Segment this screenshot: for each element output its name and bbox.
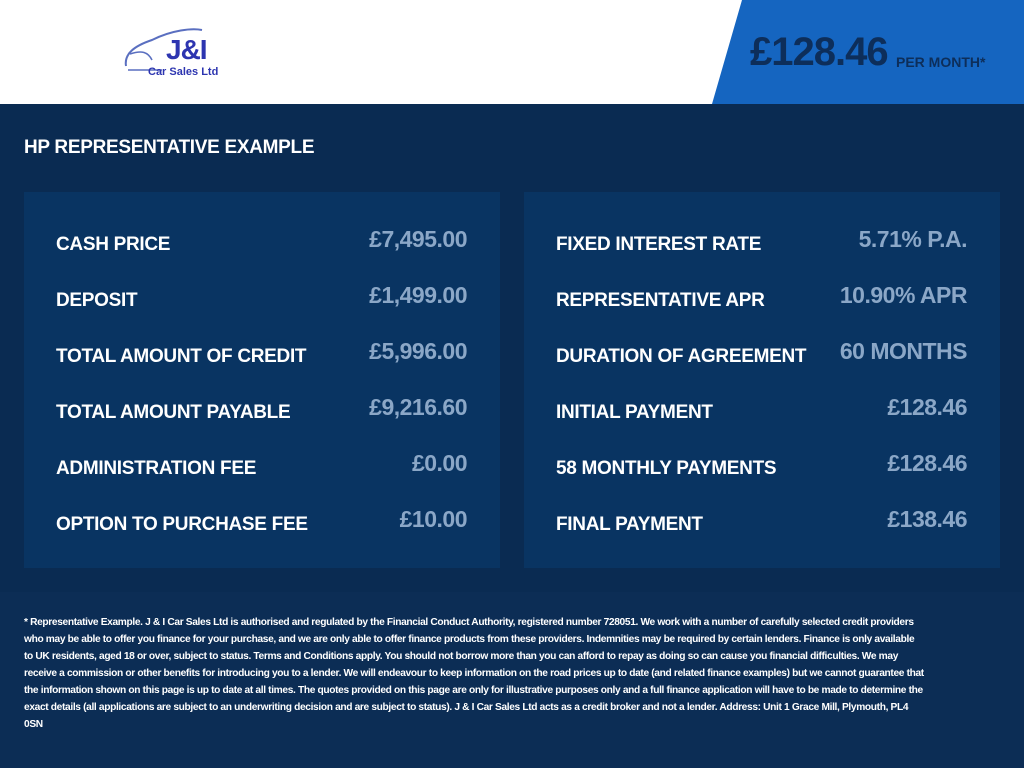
company-logo[interactable]: J&I Car Sales Ltd [122,24,232,80]
monthly-price-banner [712,0,1024,104]
finance-row: TOTAL AMOUNT OF CREDIT £5,996.00 [56,338,467,374]
finance-label: TOTAL AMOUNT PAYABLE [56,402,291,423]
finance-label: DEPOSIT [56,290,138,311]
finance-value: £0.00 [411,450,468,476]
finance-row: INITIAL PAYMENT £128.46 [556,394,967,430]
finance-row: ADMINISTRATION FEE £0.00 [56,450,468,486]
header: J&I Car Sales Ltd £128.46 PER MONTH* [0,0,1024,104]
section-title: HP REPRESENTATIVE EXAMPLE [24,137,315,158]
finance-row: 58 MONTHLY PAYMENTS £128.46 [556,450,967,486]
finance-value: £138.46 [887,506,967,532]
finance-row: REPRESENTATIVE APR 10.90% APR [556,282,968,318]
finance-value: £10.00 [399,506,468,532]
finance-label: FIXED INTEREST RATE [556,234,762,255]
finance-row: FIXED INTEREST RATE 5.71% P.A. [556,226,968,262]
finance-value: 10.90% APR [839,282,968,308]
finance-label: TOTAL AMOUNT OF CREDIT [56,346,307,367]
finance-row: TOTAL AMOUNT PAYABLE £9,216.60 [56,394,467,430]
finance-value: £9,216.60 [369,394,467,420]
disclaimer-text: * Representative Example. J & I Car Sale… [24,617,924,730]
finance-value: 60 MONTHS [839,338,968,364]
finance-label: 58 MONTHLY PAYMENTS [556,458,777,479]
finance-label: ADMINISTRATION FEE [56,458,257,479]
finance-row: DURATION OF AGREEMENT 60 MONTHS [556,338,968,374]
finance-row: FINAL PAYMENT £138.46 [556,506,967,542]
monthly-price: £128.46 [750,30,889,74]
finance-value: £128.46 [887,450,967,476]
finance-value: £7,495.00 [369,226,467,252]
finance-value: 5.71% P.A. [858,226,968,252]
finance-value: £128.46 [887,394,967,420]
finance-row: CASH PRICE £7,495.00 [56,226,467,262]
finance-panel-right: FIXED INTEREST RATE 5.71% P.A. REPRESENTAT… [524,192,1000,568]
finance-row: DEPOSIT £1,499.00 [56,282,467,318]
finance-row: OPTION TO PURCHASE FEE £10.00 [56,506,468,542]
logo-text: J&I [166,34,208,65]
finance-panel-left: CASH PRICE £7,495.00 DEPOSIT £1,499.00 TOTAL… [24,192,500,568]
per-month-label: PER MONTH* [896,54,986,70]
finance-label: INITIAL PAYMENT [556,402,713,423]
finance-value: £1,499.00 [369,282,467,308]
finance-value: £5,996.00 [369,338,467,364]
logo-subtext: Car Sales Ltd [148,66,219,78]
finance-label: FINAL PAYMENT [556,514,703,535]
finance-label: CASH PRICE [56,234,171,255]
footer: * Representative Example. J & I Car Sale… [0,592,1024,768]
finance-label: DURATION OF AGREEMENT [556,346,807,367]
car-outline-icon [124,28,203,71]
finance-label: REPRESENTATIVE APR [556,290,765,311]
finance-label: OPTION TO PURCHASE FEE [56,514,308,535]
